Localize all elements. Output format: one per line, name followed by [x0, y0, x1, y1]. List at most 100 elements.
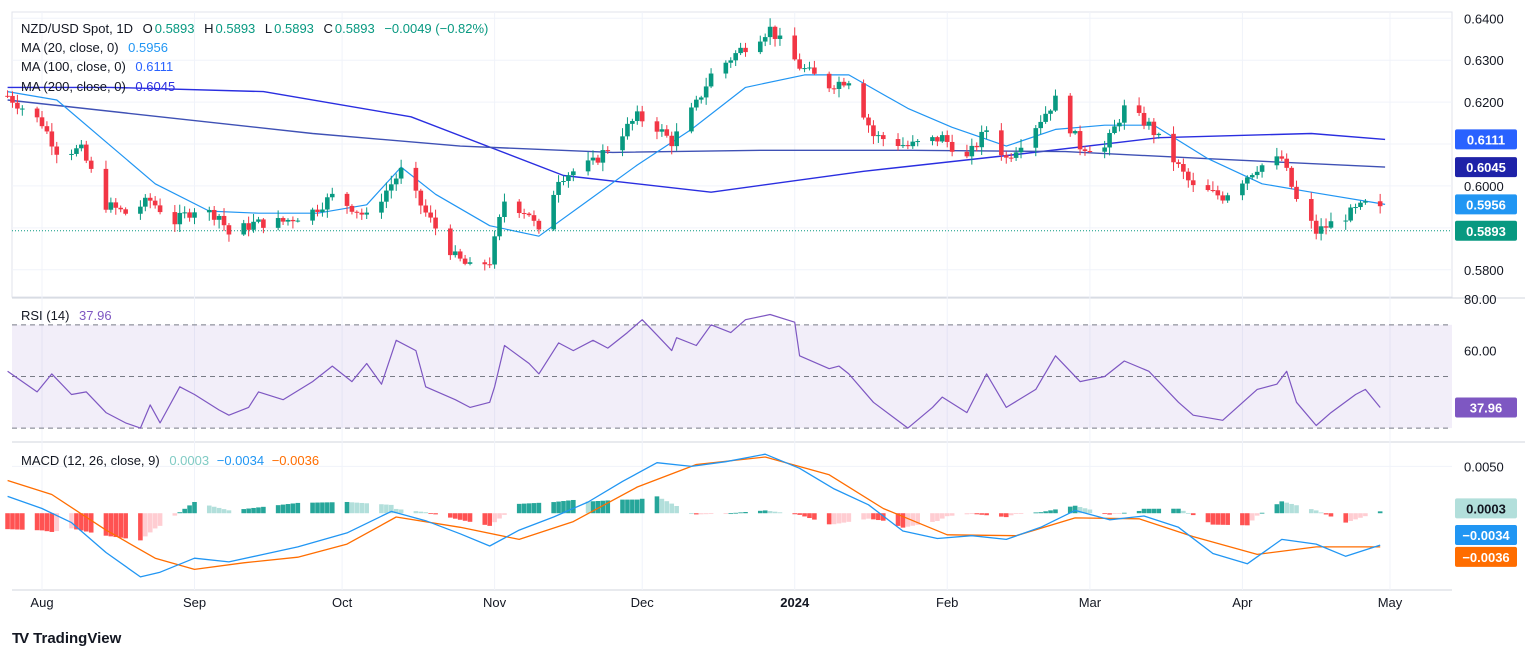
candle-body	[738, 47, 743, 54]
candle-body	[20, 108, 25, 110]
candle-body	[561, 180, 566, 182]
candle-body	[1284, 158, 1289, 168]
macd-histogram-bar	[1043, 511, 1048, 514]
macd-histogram-bar	[1048, 510, 1053, 514]
macd-histogram-bar	[669, 503, 675, 514]
macd-histogram-bar	[733, 512, 738, 514]
candle-body	[1048, 110, 1053, 114]
candle-body	[246, 223, 251, 230]
macd-histogram-bar	[526, 503, 532, 514]
tradingview-brand[interactable]: TV TradingView	[12, 630, 121, 647]
candle-body	[1215, 190, 1221, 196]
macd-histogram-bar	[536, 502, 542, 514]
candle-body	[502, 201, 507, 217]
macd-histogram-bar	[147, 513, 153, 533]
macd-histogram-bar	[221, 509, 227, 514]
macd-histogram-bar	[54, 513, 60, 532]
macd-histogram-bar	[1190, 513, 1196, 516]
macd-histogram-bar	[590, 501, 596, 514]
ma200-legend[interactable]: MA (200, close, 0) 0.6045	[21, 78, 175, 96]
macd-legend[interactable]: MACD (12, 26, close, 9) 0.0003 −0.0034 −…	[21, 452, 319, 470]
macd-histogram-bar	[762, 510, 768, 514]
macd-histogram-bar	[1107, 513, 1112, 515]
macd-histogram-bar	[138, 513, 143, 541]
candle-body	[467, 262, 473, 264]
price-axis-badge-text: 0.5893	[1466, 224, 1506, 239]
macd-histogram-bar	[728, 513, 734, 515]
macd-histogram-bar	[329, 502, 335, 514]
macd-histogram-bar	[900, 513, 906, 528]
candle-body	[1377, 201, 1383, 207]
macd-histogram-value: 0.0003	[169, 453, 210, 468]
candle-body	[1181, 164, 1186, 172]
macd-histogram-bar	[1013, 513, 1019, 515]
macd-histogram-bar	[1067, 506, 1073, 514]
macd-histogram-bar	[15, 513, 20, 530]
candle-body	[157, 205, 163, 213]
macd-histogram-bar	[1363, 513, 1368, 517]
candle-body	[497, 216, 502, 237]
macd-histogram-bar	[261, 506, 266, 514]
macd-histogram-bar	[654, 496, 660, 514]
macd-signal-value: −0.0036	[271, 453, 320, 468]
candle-body	[664, 129, 670, 136]
macd-histogram-bar	[930, 513, 935, 522]
candle-body	[1279, 156, 1285, 159]
candle-body	[516, 201, 522, 214]
candle-body	[969, 145, 975, 157]
candle-body	[5, 95, 10, 97]
candle-body	[812, 67, 817, 74]
candle-body	[34, 108, 40, 118]
macd-histogram-bar	[585, 501, 591, 514]
candle-body	[138, 206, 143, 214]
candle-body	[280, 218, 286, 222]
candle-body	[1117, 122, 1122, 127]
candle-body	[1112, 126, 1117, 133]
macd-histogram-bar	[241, 509, 247, 514]
candle-body	[49, 131, 55, 147]
candle-body	[1358, 202, 1363, 208]
candle-body	[900, 145, 906, 147]
macd-signal-line	[7, 456, 1381, 571]
price-axis-badge	[1455, 220, 1517, 241]
candle-body	[728, 60, 734, 63]
candle-body	[428, 212, 433, 218]
macd-histogram-bar	[1003, 513, 1009, 518]
macd-histogram-bar	[1072, 505, 1078, 514]
macd-histogram-bar	[113, 513, 119, 538]
ma20-legend[interactable]: MA (20, close, 0) 0.5956	[21, 39, 168, 57]
macd-histogram-bar	[659, 498, 665, 514]
candle-body	[295, 220, 301, 222]
candle-body	[625, 123, 630, 137]
macd-histogram-bar	[379, 504, 384, 514]
candle-body	[118, 207, 124, 210]
macd-layer	[5, 453, 1383, 578]
candle-body	[482, 262, 488, 265]
candle-body	[113, 202, 119, 208]
ma100-legend[interactable]: MA (100, close, 0) 0.6111	[21, 58, 173, 76]
candle-body	[689, 107, 694, 132]
macd-histogram-bar	[1274, 504, 1280, 514]
candle-body	[457, 251, 463, 259]
macd-histogram-bar	[349, 502, 355, 514]
macd-histogram-bar	[566, 500, 571, 514]
macd-histogram-bar	[630, 499, 635, 514]
ma200-line	[7, 86, 1386, 193]
candle-body	[556, 181, 561, 195]
macd-histogram-bar	[964, 513, 970, 515]
x-tick-label: Feb	[936, 595, 958, 610]
symbol-legend[interactable]: NZD/USD Spot, 1D O 0.5893 H 0.5893 L 0.5893…	[21, 20, 488, 38]
candle-body	[940, 135, 945, 142]
candle-body	[620, 136, 625, 151]
price-tick-label: 0.6300	[1464, 53, 1504, 68]
candle-body	[1259, 165, 1265, 172]
macd-axis-badge	[1455, 498, 1517, 519]
candle-body	[1033, 128, 1039, 148]
candle-body	[261, 219, 266, 228]
macd-histogram-bar	[34, 513, 40, 531]
macd-histogram-bar	[861, 513, 866, 520]
macd-histogram-bar	[290, 503, 296, 514]
rsi-legend[interactable]: RSI (14) 37.96	[21, 307, 112, 325]
